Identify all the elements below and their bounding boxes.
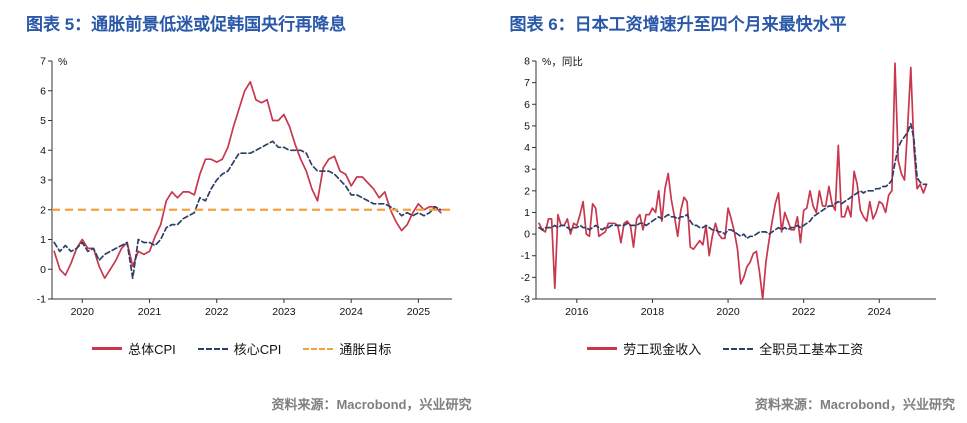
legend-label: 劳工现金收入 — [623, 342, 702, 357]
y-tick-label: 5 — [40, 115, 46, 127]
x-tick-label: 2020 — [71, 306, 95, 318]
x-tick-label: 2024 — [867, 306, 891, 318]
legend-label: 通胀目标 — [339, 342, 392, 357]
y-tick-label: 3 — [40, 175, 46, 187]
y-tick-label: 7 — [40, 56, 46, 68]
legend-item: 劳工现金收入 — [587, 339, 701, 358]
y-tick-label: -3 — [520, 294, 529, 306]
x-tick-label: 2025 — [407, 306, 431, 318]
figure-panel-6: 图表 6：日本工资增速升至四个月来最快水平 -3 -2 -1 0 1 2 3 4 5 6 7 8 201… — [484, 0, 967, 423]
series-核心CPI — [53, 140, 442, 280]
x-tick-label: 2024 — [339, 306, 363, 318]
x-tick-label: 2022 — [205, 306, 229, 318]
legend-item: 总体CPI — [92, 339, 176, 358]
legend-label: 全职员工基本工资 — [759, 342, 864, 357]
chart-legend: 总体CPI 核心CPI 通胀目标 — [0, 339, 484, 358]
y-tick-label: 0 — [40, 264, 46, 276]
y-tick-label: 2 — [40, 204, 46, 216]
y-tick-label: 4 — [40, 145, 46, 157]
legend-line-swatch — [723, 347, 754, 350]
y-tick-label: -2 — [520, 272, 529, 284]
y-tick-label: 5 — [524, 120, 530, 132]
series-总体CPI — [53, 80, 442, 280]
y-tick-label: 6 — [40, 85, 46, 97]
y-tick-label: 2 — [524, 185, 530, 197]
legend-line-swatch — [303, 347, 334, 350]
y-tick-label: -1 — [37, 294, 46, 306]
x-tick-label: 2021 — [138, 306, 162, 318]
legend-line-swatch — [197, 347, 228, 350]
axis-unit-label: %，同比 — [542, 55, 583, 68]
line-chart-japan-wages: -3 -2 -1 0 1 2 3 4 5 6 7 8 2016 2018 2020 2022 2024 %，同比 — [520, 55, 936, 318]
source-note: 资料来源：Macrobond，兴业研究 — [271, 397, 472, 412]
legend-item: 核心CPI — [197, 339, 282, 358]
line-chart-korea-cpi: -1 0 1 2 3 4 5 6 7 2020 2021 2022 2023 2024 2025% — [37, 56, 452, 318]
y-tick-label: 1 — [524, 207, 530, 219]
y-tick-label: 4 — [524, 142, 530, 154]
x-tick-label: 2023 — [272, 306, 296, 318]
legend-label: 总体CPI — [128, 342, 176, 357]
series-劳工现金收入 — [537, 62, 927, 300]
x-tick-label: 2020 — [716, 306, 740, 318]
y-tick-label: -1 — [520, 250, 529, 262]
chart-title: 图表 5：通胀前景低迷或促韩国央行再降息 — [26, 15, 347, 34]
legend-item: 全职员工基本工资 — [723, 339, 863, 358]
y-tick-label: 0 — [524, 229, 530, 241]
axis-unit-label: % — [58, 56, 67, 68]
source-note: 资料来源：Macrobond，兴业研究 — [754, 397, 955, 412]
y-tick-label: 1 — [40, 234, 46, 246]
chart-legend: 劳工现金收入 全职员工基本工资 — [484, 339, 967, 358]
legend-line-swatch — [92, 347, 123, 350]
y-tick-label: 3 — [524, 164, 530, 176]
y-tick-label: 6 — [524, 99, 530, 111]
chart-title: 图表 6：日本工资增速升至四个月来最快水平 — [509, 15, 847, 34]
y-tick-label: 7 — [524, 77, 530, 89]
series-全职员工基本工资 — [537, 122, 927, 240]
x-tick-label: 2022 — [791, 306, 815, 318]
x-tick-label: 2016 — [565, 306, 589, 318]
x-tick-label: 2018 — [640, 306, 664, 318]
y-tick-label: 8 — [524, 56, 530, 68]
legend-item: 通胀目标 — [303, 339, 391, 358]
legend-line-swatch — [587, 347, 618, 350]
figure-panel-5: 图表 5：通胀前景低迷或促韩国央行再降息 -1 0 1 2 3 4 5 6 7 2020 2021 2… — [0, 15, 484, 412]
legend-label: 核心CPI — [233, 342, 282, 357]
